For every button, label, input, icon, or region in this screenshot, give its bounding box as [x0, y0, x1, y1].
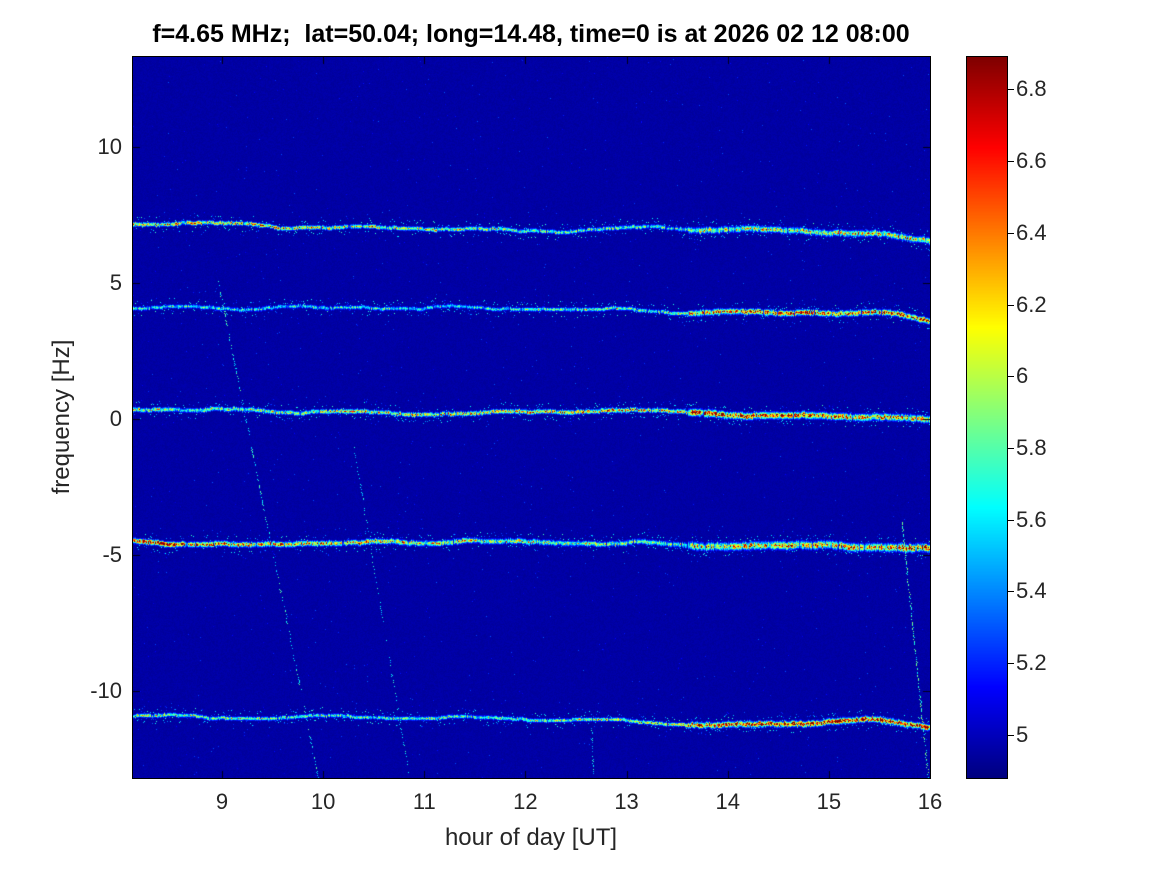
- colorbar-tick-label: 6.8: [1016, 76, 1047, 102]
- y-tick-label: 0: [109, 405, 122, 431]
- colorbar-tick-label: 6.6: [1016, 148, 1047, 174]
- colorbar-tick-label: 5.4: [1016, 578, 1047, 604]
- x-tick-label: 14: [715, 789, 740, 814]
- colorbar-tick-label: 5: [1016, 721, 1029, 747]
- plot-area: [132, 56, 931, 779]
- x-tick-label: 13: [614, 789, 639, 814]
- colorbar-tick-mark: [1008, 520, 1014, 521]
- colorbar-tick-label: 5.6: [1016, 506, 1047, 532]
- colorbar-tick-mark: [1008, 233, 1014, 234]
- colorbar-tick-mark: [1008, 376, 1014, 377]
- colorbar-tick-mark: [1008, 735, 1014, 736]
- x-tick-label: 11: [412, 789, 436, 814]
- colorbar-tick-label: 6: [1016, 363, 1029, 389]
- y-tick-label: -10: [90, 677, 122, 703]
- colorbar-tick-mark: [1008, 161, 1014, 162]
- heatmap-canvas: [133, 57, 930, 778]
- colorbar-tick-label: 5.2: [1016, 650, 1047, 676]
- x-tick-label: 15: [816, 789, 842, 814]
- colorbar-tick-label: 5.8: [1016, 434, 1047, 460]
- x-tick-label: 9: [215, 789, 229, 814]
- x-tick-label: 12: [513, 789, 538, 814]
- y-axis-label: frequency [Hz]: [48, 339, 75, 495]
- x-tick-label: 16: [917, 789, 943, 814]
- colorbar-tick-mark: [1008, 89, 1014, 90]
- chart-title: f=4.65 MHz; lat=50.04; long=14.48, time=…: [152, 20, 910, 48]
- colorbar-canvas: [967, 57, 1007, 778]
- colorbar-tick-mark: [1008, 305, 1014, 306]
- x-axis-label: hour of day [UT]: [444, 824, 618, 851]
- colorbar-tick-mark: [1008, 591, 1014, 592]
- colorbar-tick-mark: [1008, 663, 1014, 664]
- colorbar-tick-mark: [1008, 448, 1014, 449]
- colorbar: [966, 56, 1008, 779]
- y-tick-label: 5: [109, 269, 122, 295]
- colorbar-tick-label: 6.2: [1016, 291, 1047, 317]
- colorbar-tick-label: 6.4: [1016, 219, 1047, 245]
- y-tick-label: 10: [97, 133, 122, 159]
- y-tick-label: -5: [102, 541, 122, 567]
- x-tick-label: 10: [310, 789, 336, 814]
